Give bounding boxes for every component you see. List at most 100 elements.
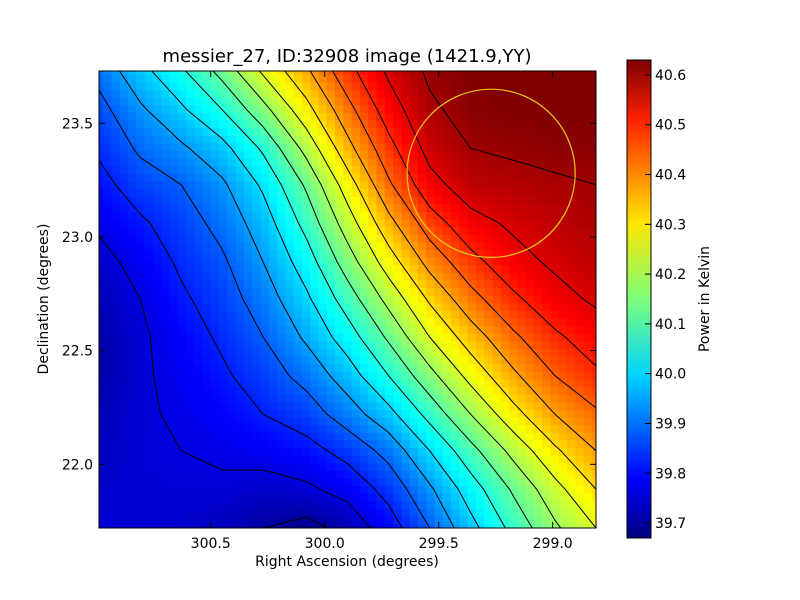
heatmap-cell: [417, 90, 427, 99]
heatmap-cell: [194, 211, 204, 221]
heatmap-cell: [293, 524, 303, 528]
heatmap-cell: [326, 448, 336, 457]
heatmap-cell: [542, 394, 552, 403]
heatmap-cell: [335, 394, 344, 403]
heatmap-cell: [451, 257, 460, 266]
heatmap-cell: [442, 112, 452, 122]
heatmap-cell: [393, 303, 402, 312]
heatmap-cell: [277, 242, 286, 251]
heatmap-cell: [533, 356, 543, 365]
heatmap-cell: [235, 135, 245, 144]
heatmap-cell: [351, 349, 361, 358]
heatmap-cell: [243, 349, 253, 358]
heatmap-cell: [359, 448, 369, 457]
heatmap-cell: [484, 189, 494, 198]
heatmap-cell: [219, 105, 228, 114]
heatmap-cell: [285, 234, 295, 243]
heatmap-cell: [111, 349, 121, 358]
heatmap-cell: [202, 409, 212, 419]
heatmap-cell: [484, 478, 494, 487]
heatmap-cell: [293, 128, 303, 137]
contour-line: [151, 71, 480, 528]
heatmap-cell: [525, 166, 535, 175]
heatmap-cell: [111, 74, 121, 84]
heatmap-cell: [227, 112, 237, 122]
heatmap-cell: [119, 303, 129, 312]
heatmap-cell: [227, 249, 237, 259]
heatmap-cell: [277, 189, 286, 198]
heatmap-cell: [318, 356, 328, 365]
heatmap-cell: [368, 234, 378, 243]
heatmap-cell: [459, 74, 469, 84]
heatmap-cell: [591, 356, 596, 365]
heatmap-cell: [119, 288, 129, 297]
heatmap-cell: [459, 135, 469, 144]
heatmap-cell: [169, 181, 179, 190]
heatmap-cell: [591, 516, 596, 525]
heatmap-cell: [525, 295, 535, 304]
heatmap-cell: [376, 257, 386, 266]
heatmap-cell: [185, 501, 195, 510]
heatmap-cell: [335, 455, 344, 464]
heatmap-cell: [359, 173, 369, 183]
heatmap-cell: [210, 387, 220, 396]
heatmap-cell: [550, 303, 560, 312]
heatmap-cell: [533, 440, 543, 449]
heatmap-cell: [409, 265, 419, 274]
heatmap-cell: [260, 158, 270, 167]
heatmap-cell: [492, 74, 502, 84]
heatmap-cell: [401, 74, 411, 84]
heatmap-cell: [492, 425, 502, 434]
heatmap-cell: [103, 90, 113, 99]
heatmap-cell: [335, 371, 344, 381]
heatmap-cell: [368, 135, 378, 144]
heatmap-cell: [376, 516, 386, 525]
heatmap-cell: [484, 234, 494, 243]
heatmap-cell: [426, 402, 436, 411]
heatmap-cell: [542, 341, 552, 350]
heatmap-cell: [268, 143, 278, 152]
heatmap-cell: [351, 288, 361, 297]
heatmap-cell: [591, 432, 596, 442]
heatmap-cell: [161, 333, 170, 342]
heatmap-cell: [227, 74, 237, 84]
heatmap-cell: [277, 448, 286, 457]
heatmap-cell: [376, 425, 386, 434]
heatmap-cell: [318, 82, 328, 91]
heatmap-cell: [401, 249, 411, 259]
heatmap-cell: [384, 356, 394, 365]
heatmap-cell: [318, 234, 328, 243]
heatmap-cell: [376, 272, 386, 282]
heatmap-cell: [252, 508, 262, 518]
heatmap-cell: [475, 204, 485, 213]
heatmap-cell: [492, 501, 502, 510]
heatmap-cell: [243, 82, 253, 91]
heatmap-cell: [525, 524, 535, 528]
heatmap-cell: [161, 265, 170, 274]
heatmap-cell: [459, 234, 469, 243]
heatmap-cell: [359, 364, 369, 373]
heatmap-cell: [318, 249, 328, 259]
heatmap-cell: [550, 432, 560, 442]
heatmap-cell: [99, 478, 104, 487]
heatmap-cell: [550, 211, 560, 221]
heatmap-cell: [301, 90, 311, 99]
heatmap-cell: [393, 219, 402, 228]
heatmap-cell: [583, 166, 593, 175]
heatmap-cell: [442, 387, 452, 396]
heatmap-cell: [517, 97, 527, 106]
heatmap-cell: [343, 211, 353, 221]
heatmap-cell: [152, 150, 162, 160]
heatmap-cell: [285, 120, 295, 129]
heatmap-cell: [475, 112, 485, 122]
heatmap-cell: [401, 349, 411, 358]
heatmap-cell: [575, 234, 585, 243]
heatmap-cell: [301, 74, 311, 84]
heatmap-cell: [227, 448, 237, 457]
heatmap-cell: [434, 341, 444, 350]
heatmap-cell: [517, 204, 527, 213]
heatmap-cell: [268, 371, 278, 381]
heatmap-cell: [277, 112, 286, 122]
heatmap-cell: [384, 280, 394, 289]
heatmap-cell: [525, 82, 535, 91]
